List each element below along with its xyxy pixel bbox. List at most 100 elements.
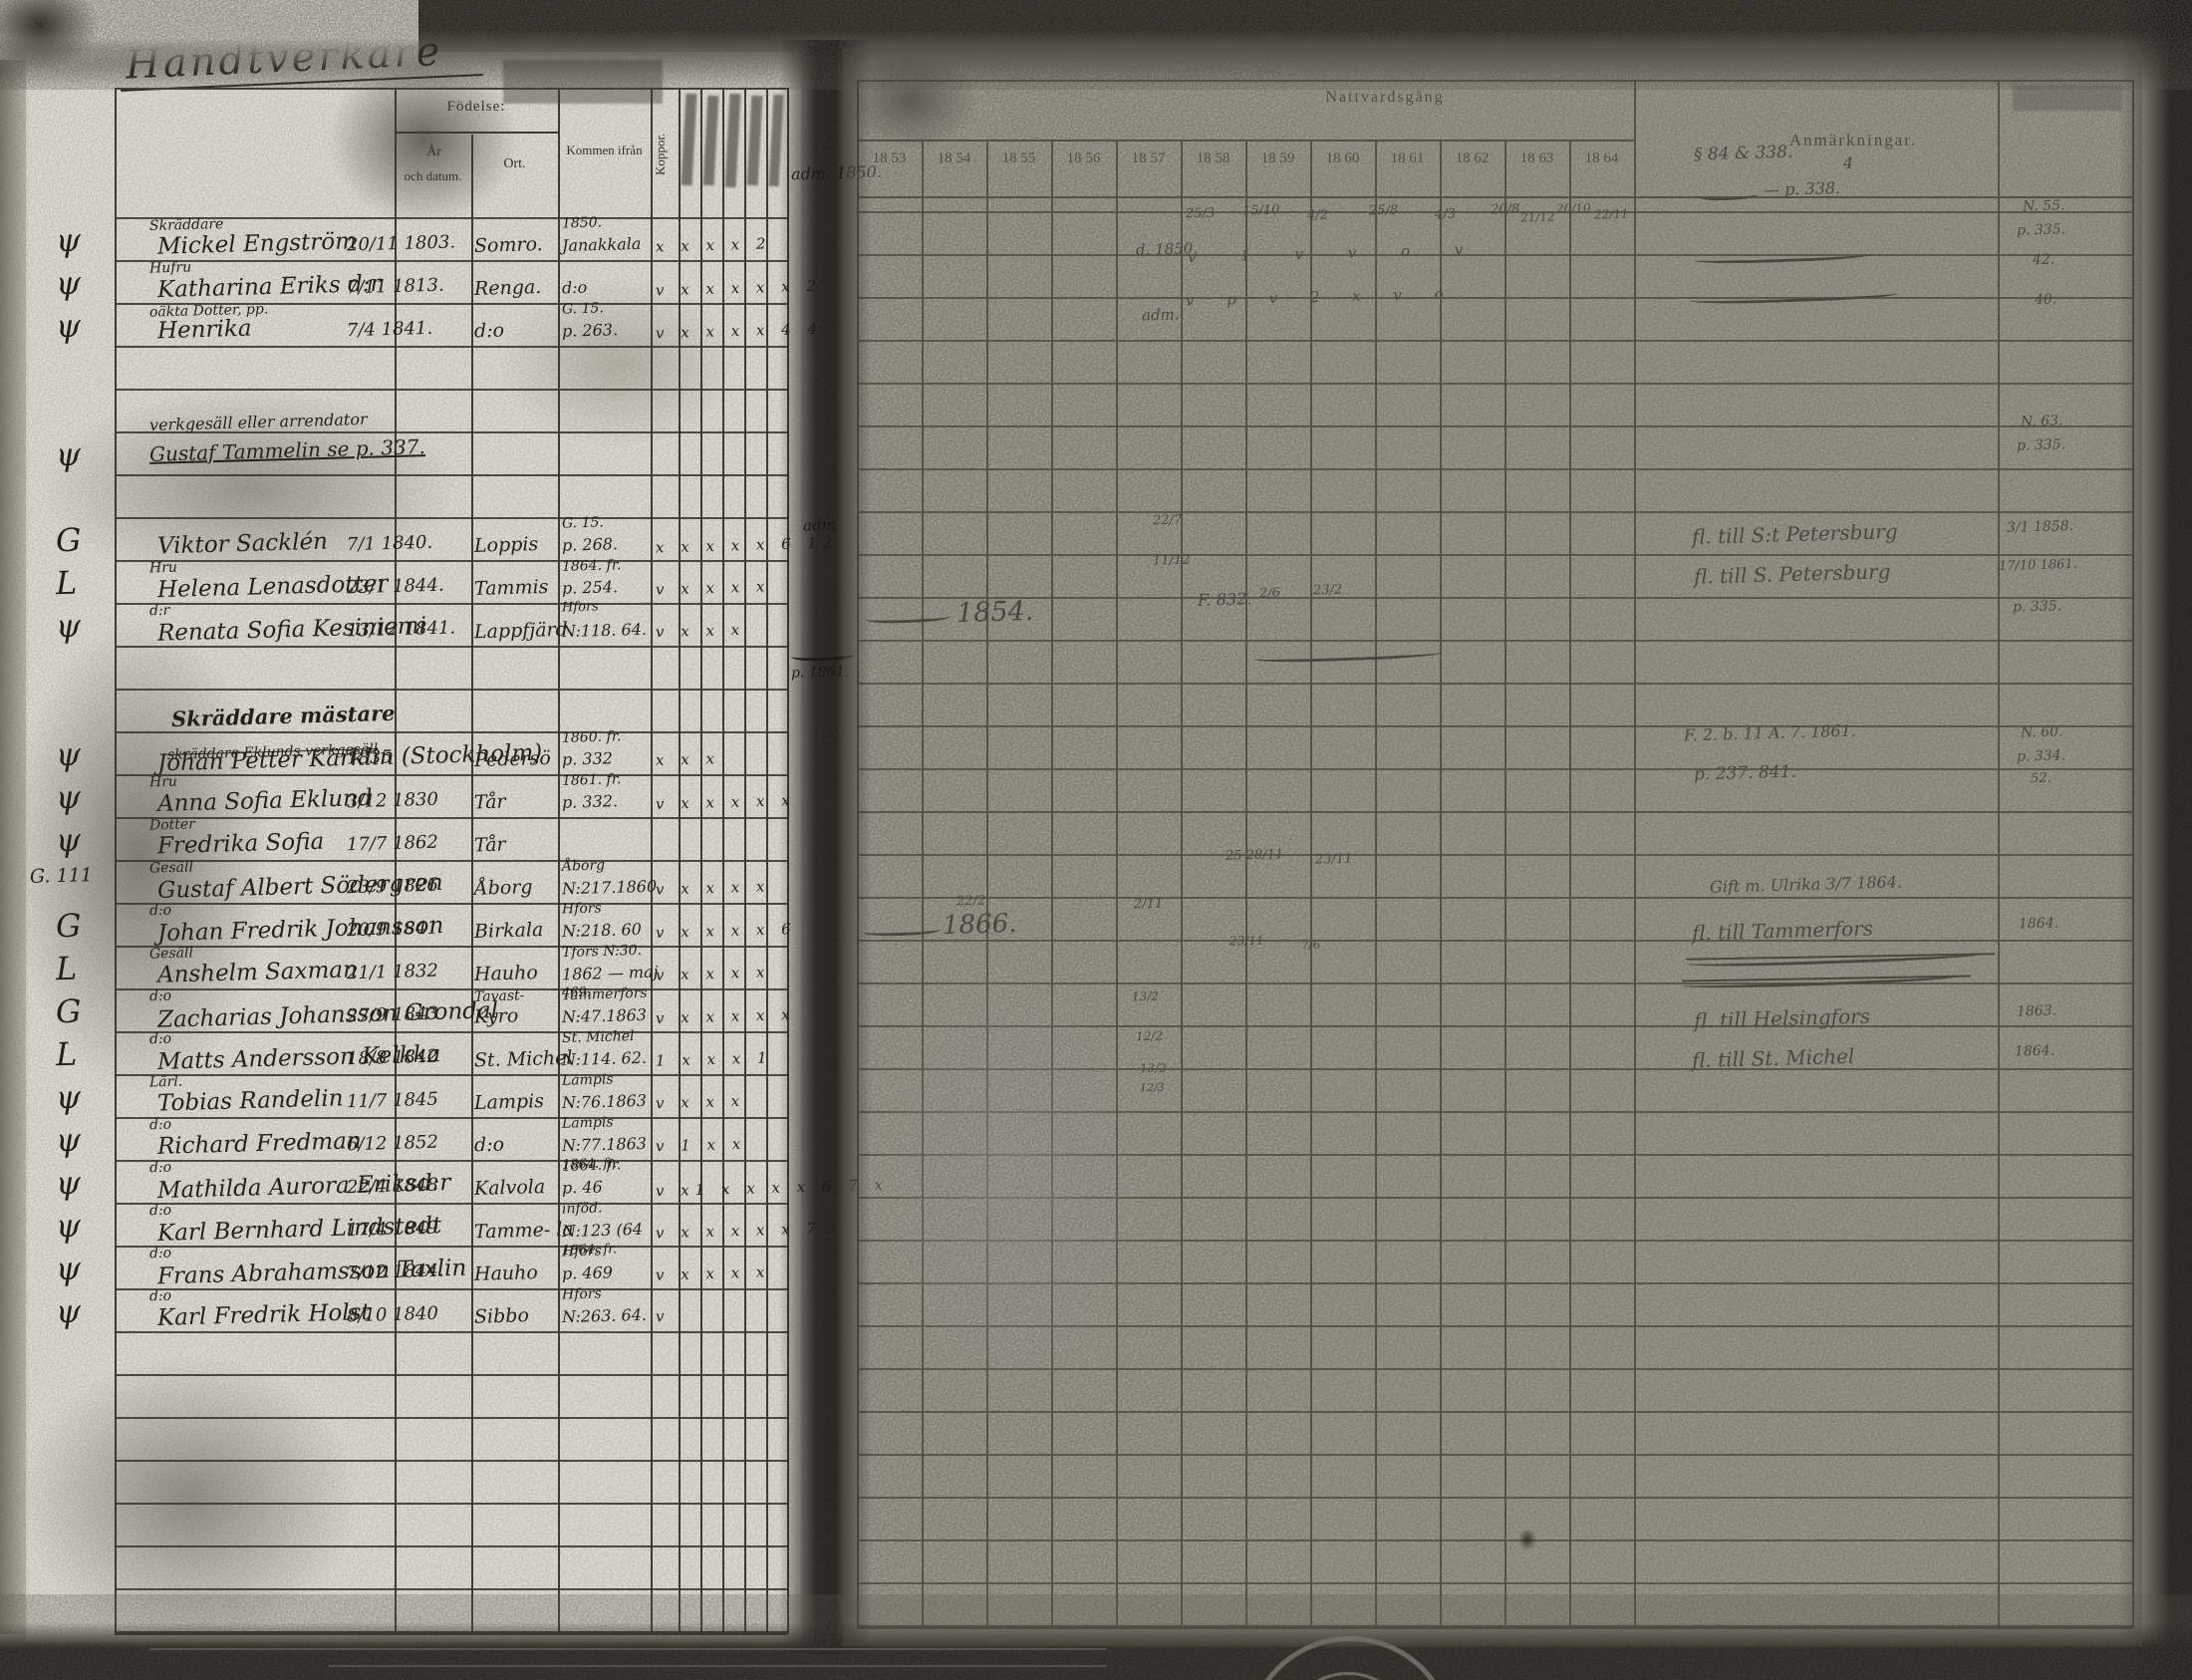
- row-rule: [115, 1460, 787, 1462]
- annotation: 23/11: [1229, 933, 1264, 949]
- row-rule: [857, 768, 2132, 770]
- row-birth-place: Kyro: [473, 1004, 519, 1028]
- row-came-from-top: Åborg: [561, 857, 606, 875]
- margin-symbol: ψ: [55, 777, 82, 817]
- right-margin-header-smudge: [2013, 85, 2122, 111]
- column-rule: [1310, 140, 1312, 1628]
- column-rule: [1245, 140, 1247, 1628]
- annotation: p. 335.: [2016, 436, 2066, 454]
- annotation: adm. 1850.: [790, 161, 883, 184]
- row-rule: [857, 554, 2132, 556]
- row-rule: [115, 517, 787, 519]
- annotation: 17/10 1861.: [1998, 556, 2078, 575]
- row-birth-place: Tår: [473, 790, 506, 814]
- margin-symbol: ψ: [55, 263, 82, 303]
- row-occupation: d:o: [148, 1202, 172, 1220]
- margin-symbol: ψ: [55, 1120, 82, 1160]
- row-came-from: p. 332.: [561, 791, 619, 812]
- row-came-from: N:218. 60: [561, 919, 643, 942]
- header-ort: Ort.: [503, 156, 526, 171]
- row-birth-date: 22/4 1848: [346, 1174, 439, 1199]
- column-rule: [744, 88, 746, 1634]
- row-birth-date: 23/1 1844.: [346, 574, 444, 599]
- table-top-rule: [115, 88, 787, 90]
- row-birth-place: Loppis: [473, 533, 539, 557]
- row-reading-marks: v: [655, 1306, 671, 1326]
- row-occupation: d:o: [148, 1116, 172, 1134]
- row-rule: [115, 1588, 787, 1590]
- row-rule: [857, 1368, 2132, 1370]
- annotation: adm: [802, 515, 837, 535]
- row-name: Viktor Sacklén: [156, 528, 329, 560]
- right-page-paper: [843, 48, 2142, 1646]
- annotation: 4/3: [1434, 206, 1457, 223]
- annotation: 23/11: [1314, 851, 1353, 868]
- row-came-from-below: Hfors: [561, 599, 600, 616]
- year-label: 18 56: [1066, 150, 1101, 166]
- row-rule: [115, 988, 787, 990]
- row-birth-date: 7/12 1844.: [346, 1260, 444, 1284]
- row-came-from: p. 332: [561, 748, 614, 769]
- margin-symbol: ψ: [55, 1163, 82, 1203]
- annotation: 13/2: [1139, 1060, 1168, 1076]
- row-name: Fredrika Sofia: [156, 828, 325, 860]
- row-occupation: Dotter: [148, 816, 196, 834]
- row-birth-place: Pedersö: [473, 746, 552, 772]
- row-rule: [857, 340, 2132, 342]
- row-came-from-top: 1861. fr.: [561, 771, 622, 789]
- row-occupation: d:r: [148, 602, 170, 620]
- row-occupation: Hru: [148, 773, 178, 791]
- row-occupation: d:o: [148, 1245, 172, 1262]
- row-birth-date: 23/9 1826: [346, 874, 439, 899]
- annotation: 15/10: [1241, 202, 1280, 219]
- annotation: fl. till St. Michel: [1691, 1043, 1855, 1073]
- row-came-from: N:47.1863: [561, 1004, 648, 1027]
- annotation: p. 334.: [2016, 747, 2066, 765]
- margin-symbol: ψ: [55, 606, 82, 646]
- row-rule: [115, 860, 787, 862]
- row-birth-date: 20/11 1803.: [346, 231, 456, 256]
- row-occupation: Gesäll: [148, 945, 194, 963]
- row-birth-place: Lappfjärd: [473, 618, 569, 644]
- row-occupation: d:o: [148, 987, 172, 1005]
- row-came-from: N:118. 64.: [561, 619, 648, 642]
- annotation: 13/2: [1131, 988, 1160, 1004]
- row-birth-date: 17/4 1849: [346, 1217, 439, 1242]
- row-birth-date: 7/11 1813.: [346, 274, 444, 299]
- column-rule: [115, 88, 117, 1634]
- row-rule: [115, 603, 787, 605]
- row-came-from-top: Lampis: [561, 1114, 614, 1132]
- table-bottom-rule: [115, 1631, 787, 1635]
- year-label: 18 55: [1001, 150, 1036, 166]
- row-rule: [857, 725, 2132, 727]
- row-name: Richard Fredman: [156, 1128, 363, 1160]
- annotation: 4/2: [1306, 207, 1329, 224]
- annotation: 1854.: [956, 595, 1034, 630]
- row-birth-date: 27/9 1843: [346, 1002, 439, 1027]
- row-birth-place: Tamme- la: [473, 1218, 574, 1244]
- year-label: 18 59: [1260, 150, 1295, 166]
- row-rule: [857, 1582, 2132, 1584]
- annotation: 7/6: [1300, 937, 1321, 953]
- annotation: 1864.: [2018, 915, 2059, 933]
- row-came-from: p. 46: [561, 1177, 604, 1198]
- row-name: Karl Fredrik Holst: [156, 1299, 372, 1331]
- annotation: p. 237. 841.: [1693, 761, 1797, 785]
- annotation: 23/2: [1312, 582, 1343, 599]
- column-rule: [679, 88, 681, 1634]
- annotation: 25 28/11: [1225, 847, 1284, 864]
- row-birth-place: d:o: [473, 1133, 505, 1157]
- row-rule: [857, 597, 2132, 599]
- row-occupation: Lärl.: [148, 1073, 183, 1091]
- annotation: p. 335.: [2016, 221, 2066, 239]
- row-birth-date: 13/12 1841.: [346, 617, 456, 642]
- row-rule: [857, 1540, 2132, 1541]
- column-rule: [1181, 140, 1183, 1628]
- row-rule: [857, 640, 2132, 642]
- row-came-from: Janakkala: [561, 233, 642, 256]
- row-came-from: p. 268.: [561, 534, 619, 555]
- row-came-from: p. 263.: [561, 320, 619, 341]
- row-rule: [857, 1282, 2132, 1284]
- row-rule: [115, 1545, 787, 1547]
- margin-symbol: ψ: [55, 1077, 82, 1117]
